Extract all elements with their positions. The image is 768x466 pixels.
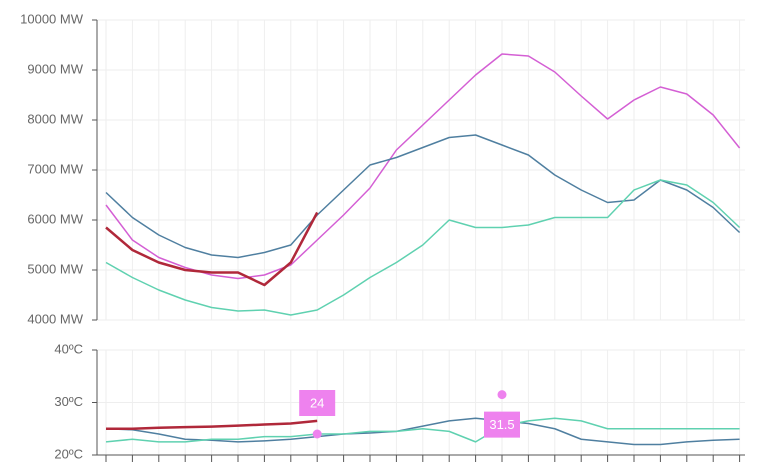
- series-line: [105, 417, 740, 446]
- annotation-box: [484, 411, 520, 438]
- annotation-point: [497, 390, 507, 400]
- y-tick-label: 40ºC: [54, 341, 83, 356]
- y-tick-label: 7000 MW: [27, 161, 83, 176]
- y-tick-label: 20ºC: [54, 446, 83, 461]
- y-tick-label: 6000 MW: [27, 211, 83, 226]
- y-tick-label: 10000 MW: [20, 11, 84, 26]
- series-line: [105, 417, 740, 443]
- series-line: [105, 179, 741, 316]
- annotation-label: 24: [310, 395, 324, 410]
- annotation-point: [312, 429, 322, 439]
- y-tick-label: 5000 MW: [27, 261, 83, 276]
- series-line: [105, 211, 319, 287]
- annotation-label: 31.5: [489, 417, 514, 432]
- y-tick-label: 8000 MW: [27, 111, 83, 126]
- y-tick-label: 30ºC: [54, 394, 83, 409]
- y-tick-label: 9000 MW: [27, 61, 83, 76]
- series-line: [105, 53, 741, 280]
- annotation-box: [299, 390, 336, 416]
- series-line: [105, 134, 741, 259]
- y-tick-label: 4000 MW: [27, 311, 83, 326]
- series-line: [106, 419, 318, 430]
